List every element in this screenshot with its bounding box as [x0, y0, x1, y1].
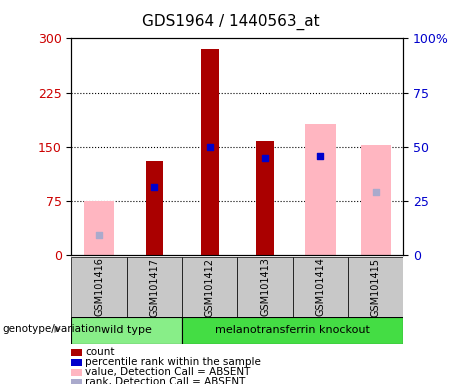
Bar [71, 317, 182, 344]
Text: GSM101413: GSM101413 [260, 258, 270, 316]
Text: count: count [85, 347, 115, 357]
Text: GSM101415: GSM101415 [371, 258, 381, 316]
Polygon shape [54, 325, 61, 333]
Bar [256, 141, 274, 255]
Bar [84, 201, 114, 255]
Bar [237, 257, 293, 317]
Text: melanotransferrin knockout: melanotransferrin knockout [215, 325, 370, 335]
Point [372, 189, 379, 195]
Bar [201, 49, 219, 255]
Point [261, 155, 269, 161]
Bar [182, 257, 237, 317]
Text: wild type: wild type [101, 325, 152, 335]
Text: GSM101417: GSM101417 [149, 258, 160, 316]
Bar [127, 257, 182, 317]
Bar [361, 146, 391, 255]
Text: value, Detection Call = ABSENT: value, Detection Call = ABSENT [85, 367, 251, 377]
Bar [182, 317, 403, 344]
Point [206, 144, 213, 150]
Bar [293, 257, 348, 317]
Text: genotype/variation: genotype/variation [2, 324, 101, 334]
Point [151, 184, 158, 190]
Text: percentile rank within the sample: percentile rank within the sample [85, 357, 261, 367]
Point [95, 232, 103, 238]
Bar [348, 257, 403, 317]
Bar [305, 124, 336, 255]
Bar [71, 257, 127, 317]
Text: GSM101412: GSM101412 [205, 258, 215, 316]
Point [317, 152, 324, 159]
Text: GSM101414: GSM101414 [315, 258, 325, 316]
Bar [146, 161, 163, 255]
Text: rank, Detection Call = ABSENT: rank, Detection Call = ABSENT [85, 377, 246, 384]
Text: GSM101416: GSM101416 [94, 258, 104, 316]
Text: GDS1964 / 1440563_at: GDS1964 / 1440563_at [142, 13, 319, 30]
